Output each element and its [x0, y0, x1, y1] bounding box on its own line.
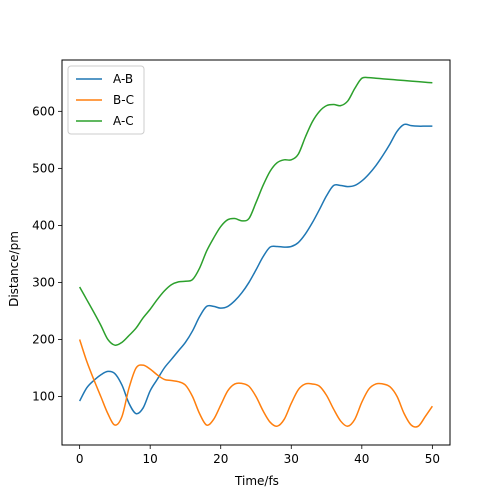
y-tick-label: 400 — [32, 218, 55, 232]
x-tick-label: 20 — [213, 452, 228, 466]
x-axis-ticks: 0 10 20 30 40 50 — [76, 445, 440, 466]
y-tick-label: 300 — [32, 275, 55, 289]
x-tick-label: 30 — [284, 452, 299, 466]
y-tick-label: 500 — [32, 161, 55, 175]
legend: A-B B-C A-C — [67, 65, 145, 135]
legend-label-b-c: B-C — [113, 93, 134, 107]
series-line-a-c — [78, 76, 433, 347]
y-tick-label: 600 — [32, 104, 55, 118]
x-axis-label: Time/fs — [234, 474, 279, 488]
series-line-b-c — [78, 339, 433, 428]
y-tick-label: 200 — [32, 332, 55, 346]
y-axis-label: Distance/pm — [7, 231, 21, 307]
x-tick-label: 50 — [425, 452, 440, 466]
legend-label-a-c: A-C — [113, 114, 134, 128]
series-line-a-b — [78, 123, 433, 415]
y-axis-ticks: 100 200 300 400 500 600 — [32, 104, 62, 404]
y-tick-label: 100 — [32, 390, 55, 404]
x-tick-label: 10 — [143, 452, 158, 466]
legend-box — [67, 65, 145, 135]
legend-label-a-b: A-B — [113, 72, 133, 86]
series-layer — [78, 76, 433, 428]
x-tick-label: 0 — [76, 452, 84, 466]
x-tick-label: 40 — [354, 452, 369, 466]
